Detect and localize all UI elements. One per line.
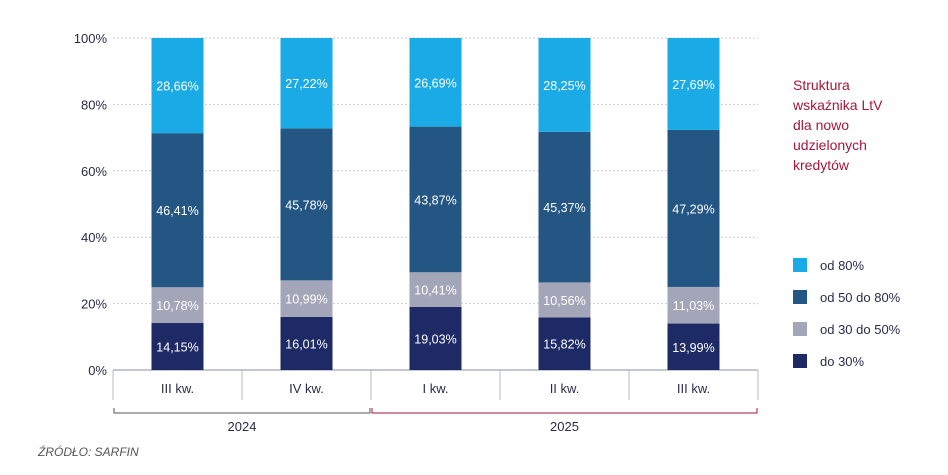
data-label: 28,25% <box>543 79 585 93</box>
data-label: 16,01% <box>285 337 327 351</box>
data-label: 10,41% <box>414 284 456 298</box>
y-tick-label: 80% <box>81 97 107 112</box>
data-label: 15,82% <box>543 338 585 352</box>
data-label: 46,41% <box>156 204 198 218</box>
data-label: 11,03% <box>673 299 714 313</box>
legend-label: od 80% <box>820 258 865 273</box>
year-bracket <box>113 408 371 414</box>
x-tick-label: III kw. <box>677 381 710 396</box>
data-label: 10,99% <box>285 293 327 307</box>
legend-label: od 50 do 80% <box>820 290 901 305</box>
x-tick-label: II kw. <box>550 381 580 396</box>
title-line: dla nowo <box>793 117 849 133</box>
legend-label: do 30% <box>820 354 865 369</box>
data-label: 13,99% <box>672 341 714 355</box>
legend-swatch <box>793 290 807 304</box>
data-label: 10,56% <box>543 294 585 308</box>
y-axis-ticks: 0% 20% 40% 60% 80% 100% <box>74 31 108 378</box>
y-tick-label: 100% <box>74 31 108 46</box>
chart-title: Struktura wskaźnika LtV dla nowo udzielonyc… <box>792 77 883 173</box>
data-label: 26,69% <box>414 76 456 90</box>
bars: 14,15% 10,78% 46,41% 28,66% 16,01% 10,99% 45,7… <box>151 38 720 370</box>
legend-label: od 30 do 50% <box>820 322 901 337</box>
bar-segment <box>538 131 591 283</box>
year-label: 2025 <box>550 419 579 434</box>
y-tick-label: 20% <box>81 297 107 312</box>
data-label: 45,78% <box>285 198 327 212</box>
legend: od 80% od 50 do 80% od 30 do 50% do 30% <box>793 258 901 369</box>
legend-swatch <box>793 354 807 368</box>
data-label: 45,37% <box>543 201 585 215</box>
bar-segment <box>409 126 462 273</box>
bar-segment <box>409 38 462 127</box>
bar-segment <box>409 306 462 370</box>
data-label: 19,03% <box>414 332 456 346</box>
bar-segment <box>280 316 333 370</box>
bar-segment <box>667 129 720 287</box>
bar-segment <box>667 286 720 324</box>
x-tick-label: IV kw. <box>289 381 324 396</box>
legend-swatch <box>793 258 807 272</box>
bar-segment <box>538 38 591 132</box>
data-label: 47,29% <box>672 202 714 216</box>
year-label: 2024 <box>228 419 257 434</box>
bar-segment <box>667 38 720 130</box>
y-tick-label: 40% <box>81 230 107 245</box>
x-tick-label: I kw. <box>422 381 448 396</box>
data-label: 43,87% <box>414 193 456 207</box>
bar-segment <box>409 272 462 307</box>
data-label: 27,22% <box>285 77 327 91</box>
title-line: Struktura <box>793 77 850 93</box>
bar-segment <box>667 323 720 370</box>
year-groups: 2024 2025 <box>113 408 758 434</box>
title-line: wskaźnika LtV <box>792 97 883 113</box>
data-label: 27,69% <box>672 78 714 92</box>
bar-segment <box>151 323 204 370</box>
x-axis-categories: III kw. IV kw. I kw. II kw. III kw. <box>112 370 759 400</box>
data-label: 14,15% <box>156 341 198 355</box>
x-tick-label: III kw. <box>161 381 194 396</box>
y-tick-label: 60% <box>81 164 107 179</box>
bar-segment <box>151 287 204 324</box>
bar-segment <box>280 38 333 129</box>
bar-segment <box>280 280 333 317</box>
bar-segment <box>151 38 204 134</box>
bar-segment <box>538 282 591 318</box>
bar-segment <box>538 317 591 370</box>
legend-swatch <box>793 322 807 336</box>
title-line: udzielonych <box>793 137 867 153</box>
bar-segment <box>280 128 333 281</box>
title-line: kredytów <box>793 157 850 173</box>
source-note: ŹRÓDŁO: SARFIN <box>37 444 139 459</box>
bar-segment <box>151 133 204 288</box>
year-bracket <box>371 408 758 414</box>
data-label: 10,78% <box>156 299 198 313</box>
data-label: 28,66% <box>156 80 198 94</box>
y-tick-label: 0% <box>88 363 107 378</box>
